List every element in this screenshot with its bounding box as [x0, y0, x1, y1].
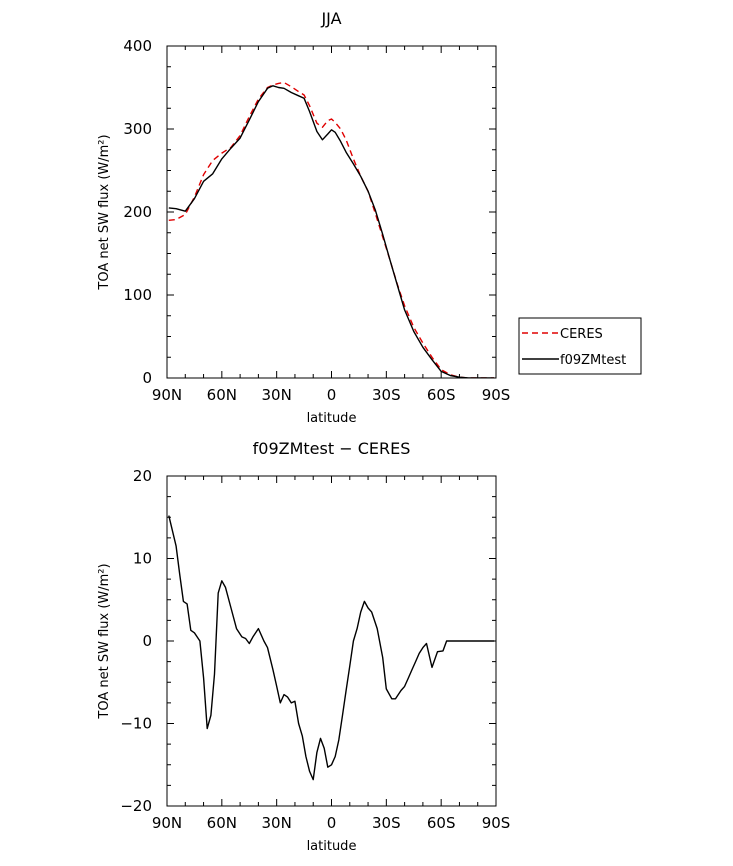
series-line-difference	[168, 515, 495, 781]
x-tick-label: 90N	[152, 386, 182, 404]
x-tick-label: 0	[327, 386, 337, 404]
x-tick-label: 90N	[152, 814, 182, 832]
chart-panel-2: 90N 60N 30N 0 30S 60S 90S −20 −10 0 10 20 f09ZMtest …	[97, 439, 510, 854]
chart-title: f09ZMtest − CERES	[253, 439, 411, 458]
x-tick-label: 60S	[427, 814, 456, 832]
y-tick-label: 0	[142, 632, 152, 650]
legend-label-f09zmtest: f09ZMtest	[560, 353, 626, 368]
y-tick-label: 400	[123, 37, 152, 55]
y-axis-label: TOA net SW flux (W/m²)	[97, 134, 112, 290]
chart-panel-1: 90N 60N 30N 0 30S 60S 90S 0 100 200 300 400 JJA latit…	[97, 9, 642, 426]
y-tick-label: 20	[133, 467, 152, 485]
legend: CERES f09ZMtest	[518, 317, 642, 375]
y-axis-label: TOA net SW flux (W/m²)	[97, 563, 112, 719]
x-tick-label: 30N	[262, 814, 292, 832]
y-tick-label: 300	[123, 120, 152, 138]
x-tick-label: 60N	[207, 814, 237, 832]
y-tick-label: 200	[123, 203, 152, 221]
y-tick-label: 0	[142, 369, 152, 387]
x-axis-label: latitude	[307, 839, 357, 854]
chart-title: JJA	[320, 9, 341, 28]
y-tick-label: −20	[120, 797, 152, 815]
x-tick-label: 90S	[482, 814, 511, 832]
x-tick-label: 30S	[372, 386, 401, 404]
x-tick-label: 30N	[262, 386, 292, 404]
plot-frame	[166, 45, 497, 379]
y-tick-label: 100	[123, 286, 152, 304]
y-tick-label: 10	[133, 550, 152, 568]
series-line-ceres	[168, 81, 495, 378]
x-tick-label: 60N	[207, 386, 237, 404]
series-line-f09zmtest	[168, 85, 495, 378]
x-tick-label: 30S	[372, 814, 401, 832]
x-axis-label: latitude	[307, 411, 357, 426]
x-tick-label: 60S	[427, 386, 456, 404]
x-tick-label: 0	[327, 814, 337, 832]
legend-box	[518, 317, 642, 375]
y-tick-label: −10	[120, 715, 152, 733]
x-tick-label: 90S	[482, 386, 511, 404]
legend-label-ceres: CERES	[560, 327, 603, 342]
